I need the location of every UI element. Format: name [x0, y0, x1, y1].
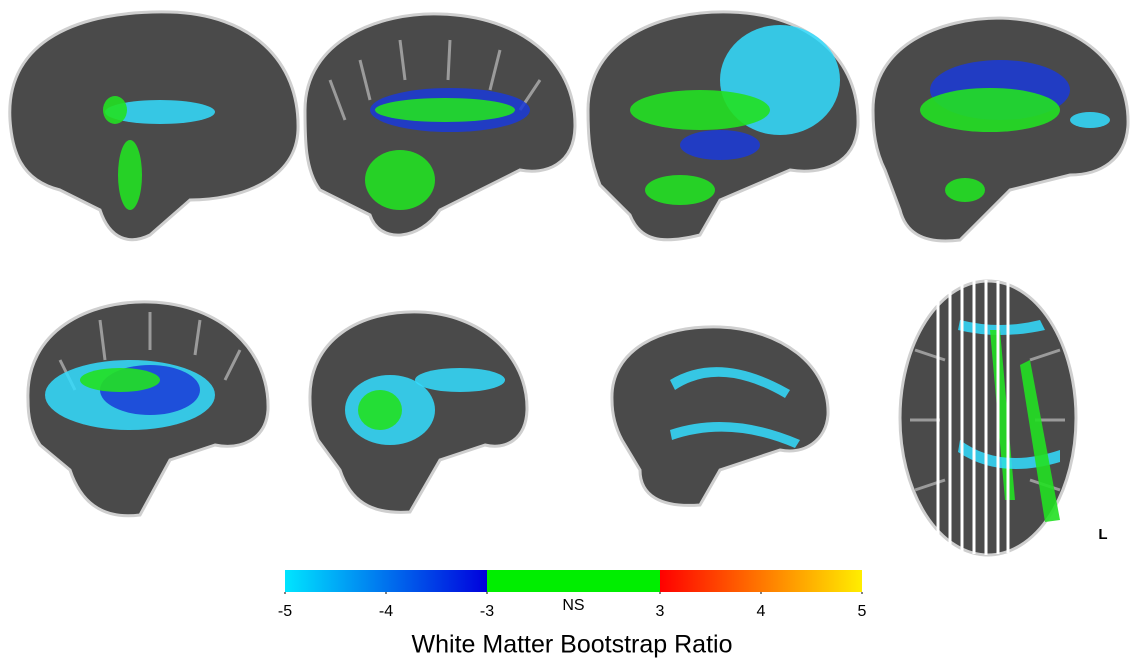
orientation-label: L	[1098, 526, 1107, 543]
sagittal-slice	[308, 310, 529, 514]
tick-label: -3	[480, 603, 494, 620]
axial-slice	[898, 279, 1078, 557]
colorbar-segment	[660, 570, 862, 592]
tick-label: 3	[656, 603, 665, 620]
sagittal-slice	[871, 16, 1130, 243]
tick-label: 5	[858, 603, 867, 620]
tick-label: 4	[757, 603, 766, 620]
sagittal-slice	[586, 10, 860, 242]
tick-label: -4	[379, 603, 393, 620]
colorbar-segment	[487, 570, 660, 592]
sagittal-slice	[26, 300, 270, 518]
sagittal-slice	[303, 12, 577, 237]
colorbar-label: White Matter Bootstrap Ratio	[412, 631, 733, 659]
colorbar: NS -5 -4 -3 3 4 5	[278, 570, 867, 620]
sagittal-slice	[8, 10, 300, 242]
colorbar-segment-label: NS	[562, 597, 584, 614]
colorbar-segment	[285, 570, 487, 592]
sagittal-slice	[610, 325, 830, 507]
brain-slices	[8, 10, 1130, 557]
tick-label: -5	[278, 603, 292, 620]
